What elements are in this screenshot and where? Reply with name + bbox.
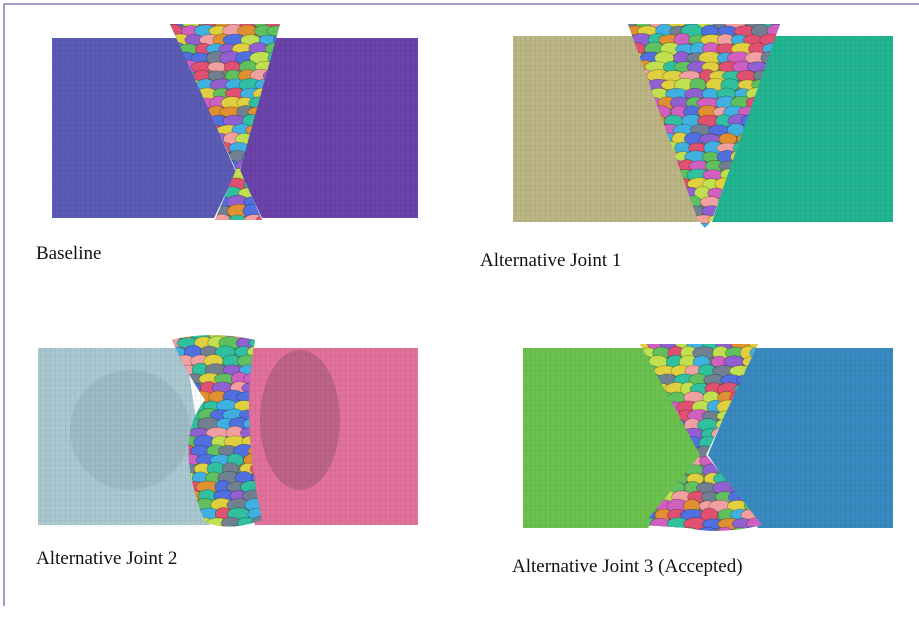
- weld-bead: [620, 339, 637, 350]
- weld-bead: [633, 223, 652, 236]
- weld-bead: [681, 528, 699, 539]
- weld-bead: [665, 527, 688, 538]
- weld-bead: [717, 527, 733, 539]
- weld-bead: [267, 26, 289, 37]
- panel-baseline: [52, 15, 418, 227]
- weld-bead: [603, 17, 626, 27]
- weld-bead: [198, 525, 216, 539]
- weld-bead: [161, 525, 185, 539]
- weld-bead: [732, 527, 748, 538]
- weld-bead: [147, 337, 171, 350]
- weld-bead: [646, 223, 668, 236]
- caption: Baseline: [36, 243, 101, 264]
- weld-bead: [151, 24, 168, 37]
- weld-bead: [647, 527, 671, 539]
- weld-bead: [225, 526, 243, 539]
- weld-bead: [724, 223, 746, 235]
- weld-bead: [150, 526, 167, 538]
- weld-bead: [166, 327, 183, 341]
- caption: Alternative Joint 3 (Accepted): [512, 556, 743, 577]
- weld-bead: [765, 223, 787, 236]
- weld-bead: [625, 526, 642, 539]
- weld-bead: [636, 527, 659, 539]
- weld-bead: [151, 17, 171, 27]
- weld-bead: [213, 526, 229, 538]
- weld-bead: [739, 223, 758, 235]
- weld-bead: [744, 526, 761, 539]
- weld-bead: [692, 223, 714, 235]
- caption: Alternative Joint 2: [36, 548, 177, 569]
- panel-joint-1: [513, 15, 893, 235]
- weld-bead: [697, 527, 717, 539]
- weld-bead: [181, 526, 198, 538]
- weld-bead: [751, 223, 771, 234]
- weld-bead: [237, 526, 258, 539]
- page: Baseline Alternative Joint 1 Alternative…: [0, 0, 919, 618]
- weld-bead: [604, 223, 626, 235]
- weld-bead: [150, 327, 168, 340]
- weld-bead: [618, 223, 637, 236]
- panel-joint-3: [523, 337, 893, 540]
- figure: Baseline Alternative Joint 1 Alternative…: [0, 0, 919, 618]
- caption: Alternative Joint 1: [480, 250, 621, 271]
- weld-bead: [254, 527, 271, 538]
- weld-bead: [609, 25, 625, 37]
- weld-bead: [252, 328, 273, 340]
- panel-joint-2: [38, 327, 418, 539]
- weld-bead: [665, 224, 681, 235]
- weld-bead: [708, 224, 731, 235]
- weld-bead: [681, 224, 701, 235]
